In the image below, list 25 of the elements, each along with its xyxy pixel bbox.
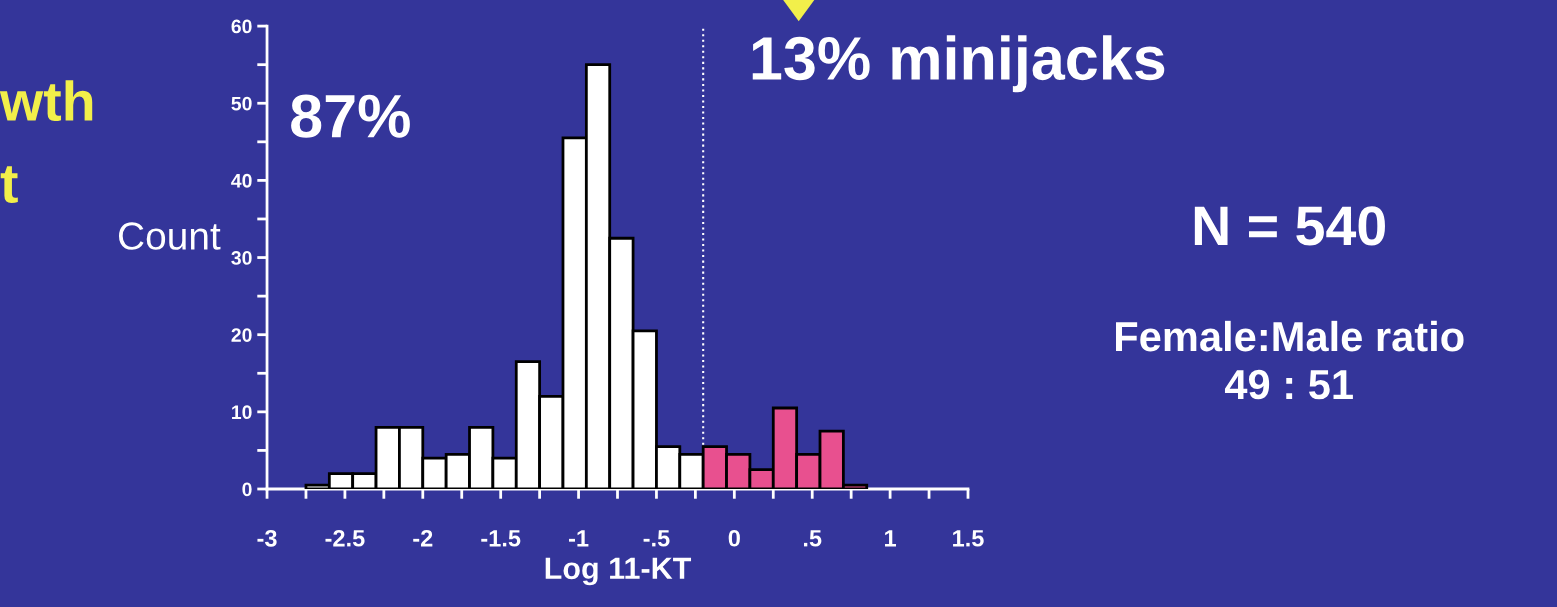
x-tick-label: 1 <box>885 530 897 547</box>
x-tick-label: -3 <box>257 529 277 547</box>
annotation: 87% <box>291 94 410 138</box>
x-tick-label: -1.5 <box>481 530 521 547</box>
text: N = 540 <box>1194 206 1385 246</box>
x-tick-label: -2.5 <box>325 529 365 547</box>
y-tick-label: 20 <box>231 328 252 342</box>
y-tick-label: 60 <box>231 19 252 34</box>
y-tick-label: 40 <box>231 173 252 188</box>
y-tick-label: 30 <box>231 251 252 265</box>
text: t <box>0 166 18 204</box>
annotation: 13% minijacks <box>752 35 1165 93</box>
x-tick-label: 0 <box>728 529 740 547</box>
text: Female:Male ratio 49 : 51 <box>1116 320 1464 400</box>
y-tick-label: 0 <box>242 482 252 497</box>
y-tick-label: 50 <box>231 96 252 111</box>
y-tick-label: 10 <box>232 405 252 420</box>
x-tick-label: -1 <box>568 530 589 547</box>
x-tick-label: -.5 <box>643 530 670 547</box>
x-axis-title: Log 11-KT <box>545 557 692 586</box>
x-tick-label: 1.5 <box>953 530 984 547</box>
y-axis-title: Count <box>118 222 221 250</box>
x-tick-label: -2 <box>413 529 433 547</box>
x-tick-label: .5 <box>803 530 822 547</box>
text: wth <box>0 80 93 122</box>
